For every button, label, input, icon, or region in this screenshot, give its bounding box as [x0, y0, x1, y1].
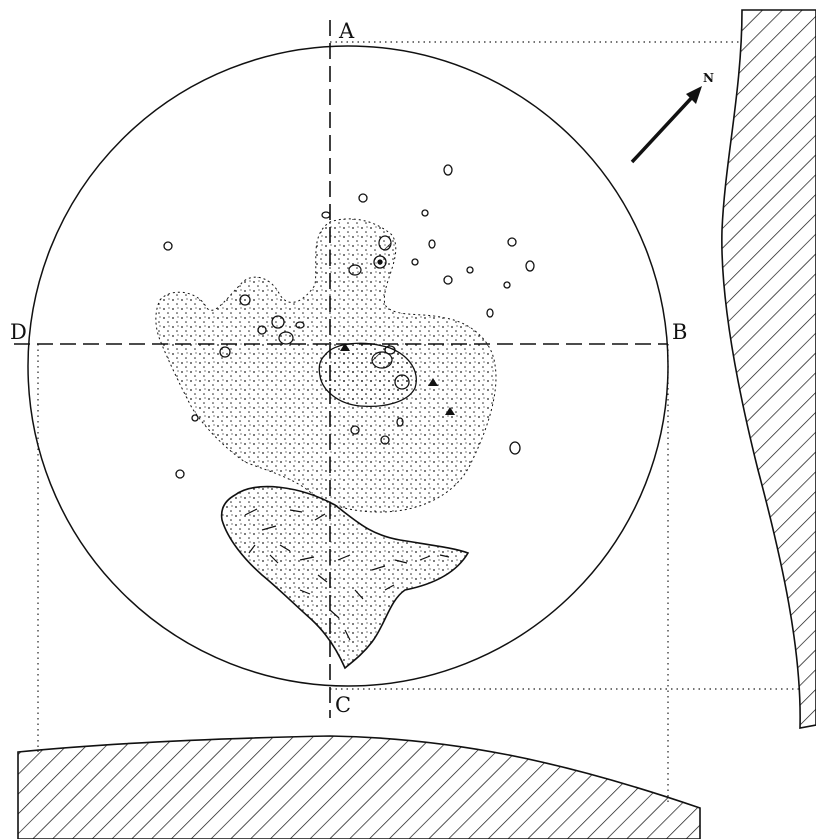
scattered-stones [163, 164, 535, 479]
label-d: D [10, 320, 27, 344]
north-arrow[interactable]: N [630, 71, 714, 164]
triangle-markers [340, 343, 455, 415]
north-arrow-head [686, 86, 702, 104]
north-arrow-shaft [630, 90, 699, 164]
label-b: B [672, 320, 687, 344]
hatched-stones [278, 235, 393, 369]
north-label: N [703, 71, 714, 85]
excavation-circle [27, 45, 669, 687]
rock-mass-lower [220, 485, 470, 670]
rock-mass-texture [244, 508, 450, 641]
projection-lines [37, 41, 800, 805]
rock-floor-bottom [17, 735, 701, 839]
label-a: A [338, 19, 355, 43]
label-c: C [335, 693, 351, 717]
rock-wall-right [721, 9, 816, 729]
